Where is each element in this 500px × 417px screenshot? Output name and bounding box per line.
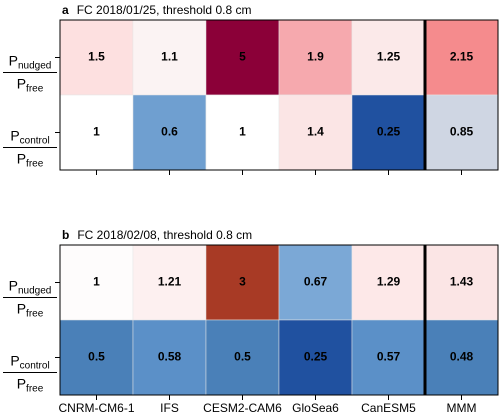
cell — [132, 19, 207, 96]
cell-label: 0.25 — [304, 350, 328, 364]
cell-label: 1.43 — [450, 275, 474, 289]
x-tick-label: IFS — [160, 401, 179, 415]
row-label-numerator: Pnudged — [9, 277, 52, 296]
subscript: control — [20, 360, 50, 371]
subscript: nudged — [18, 285, 51, 296]
row-label-numerator: Pnudged — [9, 52, 52, 71]
row-label-denominator: Pfree — [17, 75, 44, 94]
cell-label: 1.5 — [88, 50, 105, 64]
cell — [205, 244, 280, 321]
symbol: P — [17, 375, 26, 391]
row-label-numerator: Pcontrol — [10, 352, 49, 371]
cell — [132, 94, 207, 171]
cell — [424, 94, 499, 171]
symbol: P — [10, 127, 19, 143]
subscript: free — [26, 308, 44, 319]
x-tick-label: CESM2-CAM6 — [203, 401, 282, 415]
cell — [424, 319, 499, 396]
cell — [132, 319, 207, 396]
panel-title: b FC 2018/02/08, threshold 0.8 cm — [62, 228, 252, 242]
symbol: P — [9, 52, 18, 68]
symbol: P — [9, 277, 18, 293]
cell-label: 0.58 — [158, 350, 182, 364]
cell-label: 1 — [239, 125, 246, 139]
cell-label: 5 — [239, 50, 246, 64]
cell — [59, 19, 134, 96]
cell-label: 3 — [239, 275, 246, 289]
frame — [59, 244, 499, 396]
cell-label: 1 — [93, 275, 100, 289]
cell — [351, 19, 426, 96]
cell-label: 1.21 — [158, 275, 182, 289]
x-tick-label: CanESM5 — [361, 401, 416, 415]
symbol: P — [17, 150, 26, 166]
title: FC 2018/01/25, threshold 0.8 cm — [77, 3, 252, 17]
cell — [59, 319, 134, 396]
cell-label: 2.15 — [450, 50, 474, 64]
cell — [59, 94, 134, 171]
cell-label: 0.6 — [161, 125, 178, 139]
symbol: P — [17, 75, 26, 91]
cell-label: 0.67 — [304, 275, 328, 289]
cell-label: 1 — [93, 125, 100, 139]
cell — [351, 244, 426, 321]
cell — [278, 94, 353, 171]
subscript: free — [26, 383, 44, 394]
x-tick-label: CNRM-CM6-1 — [59, 401, 135, 415]
cell — [424, 244, 499, 321]
cell-label: 1.9 — [307, 50, 324, 64]
cell-label: 0.5 — [234, 350, 251, 364]
frame — [59, 19, 499, 171]
cell — [351, 319, 426, 396]
cell-label: 0.48 — [450, 350, 474, 364]
subscript: free — [26, 158, 44, 169]
subscript: control — [20, 135, 50, 146]
title: FC 2018/02/08, threshold 0.8 cm — [77, 228, 252, 242]
panel-label: b — [62, 228, 69, 242]
subscript: free — [26, 83, 44, 94]
cell-label: 0.85 — [450, 125, 474, 139]
cell — [59, 244, 134, 321]
cell-label: 1.1 — [161, 50, 178, 64]
subscript: nudged — [18, 60, 51, 71]
symbol: P — [17, 300, 26, 316]
symbol: P — [10, 352, 19, 368]
x-tick-label: GloSea6 — [292, 401, 339, 415]
cell-label: 0.25 — [377, 125, 401, 139]
panel-label: a — [62, 3, 69, 17]
x-tick-label: MMM — [447, 401, 477, 415]
cell-label: 0.57 — [377, 350, 401, 364]
cell-label: 1.29 — [377, 275, 401, 289]
row-label-denominator: Pfree — [17, 375, 44, 394]
cell-label: 1.4 — [307, 125, 324, 139]
cell — [278, 244, 353, 321]
row-label-denominator: Pfree — [17, 150, 44, 169]
cell — [424, 19, 499, 96]
cell — [132, 244, 207, 321]
row-label-numerator: Pcontrol — [10, 127, 49, 146]
cell-label: 1.25 — [377, 50, 401, 64]
cell-label: 0.5 — [88, 350, 105, 364]
cell — [278, 319, 353, 396]
cell — [278, 19, 353, 96]
panel-title: a FC 2018/01/25, threshold 0.8 cm — [62, 3, 251, 17]
row-label-denominator: Pfree — [17, 300, 44, 319]
